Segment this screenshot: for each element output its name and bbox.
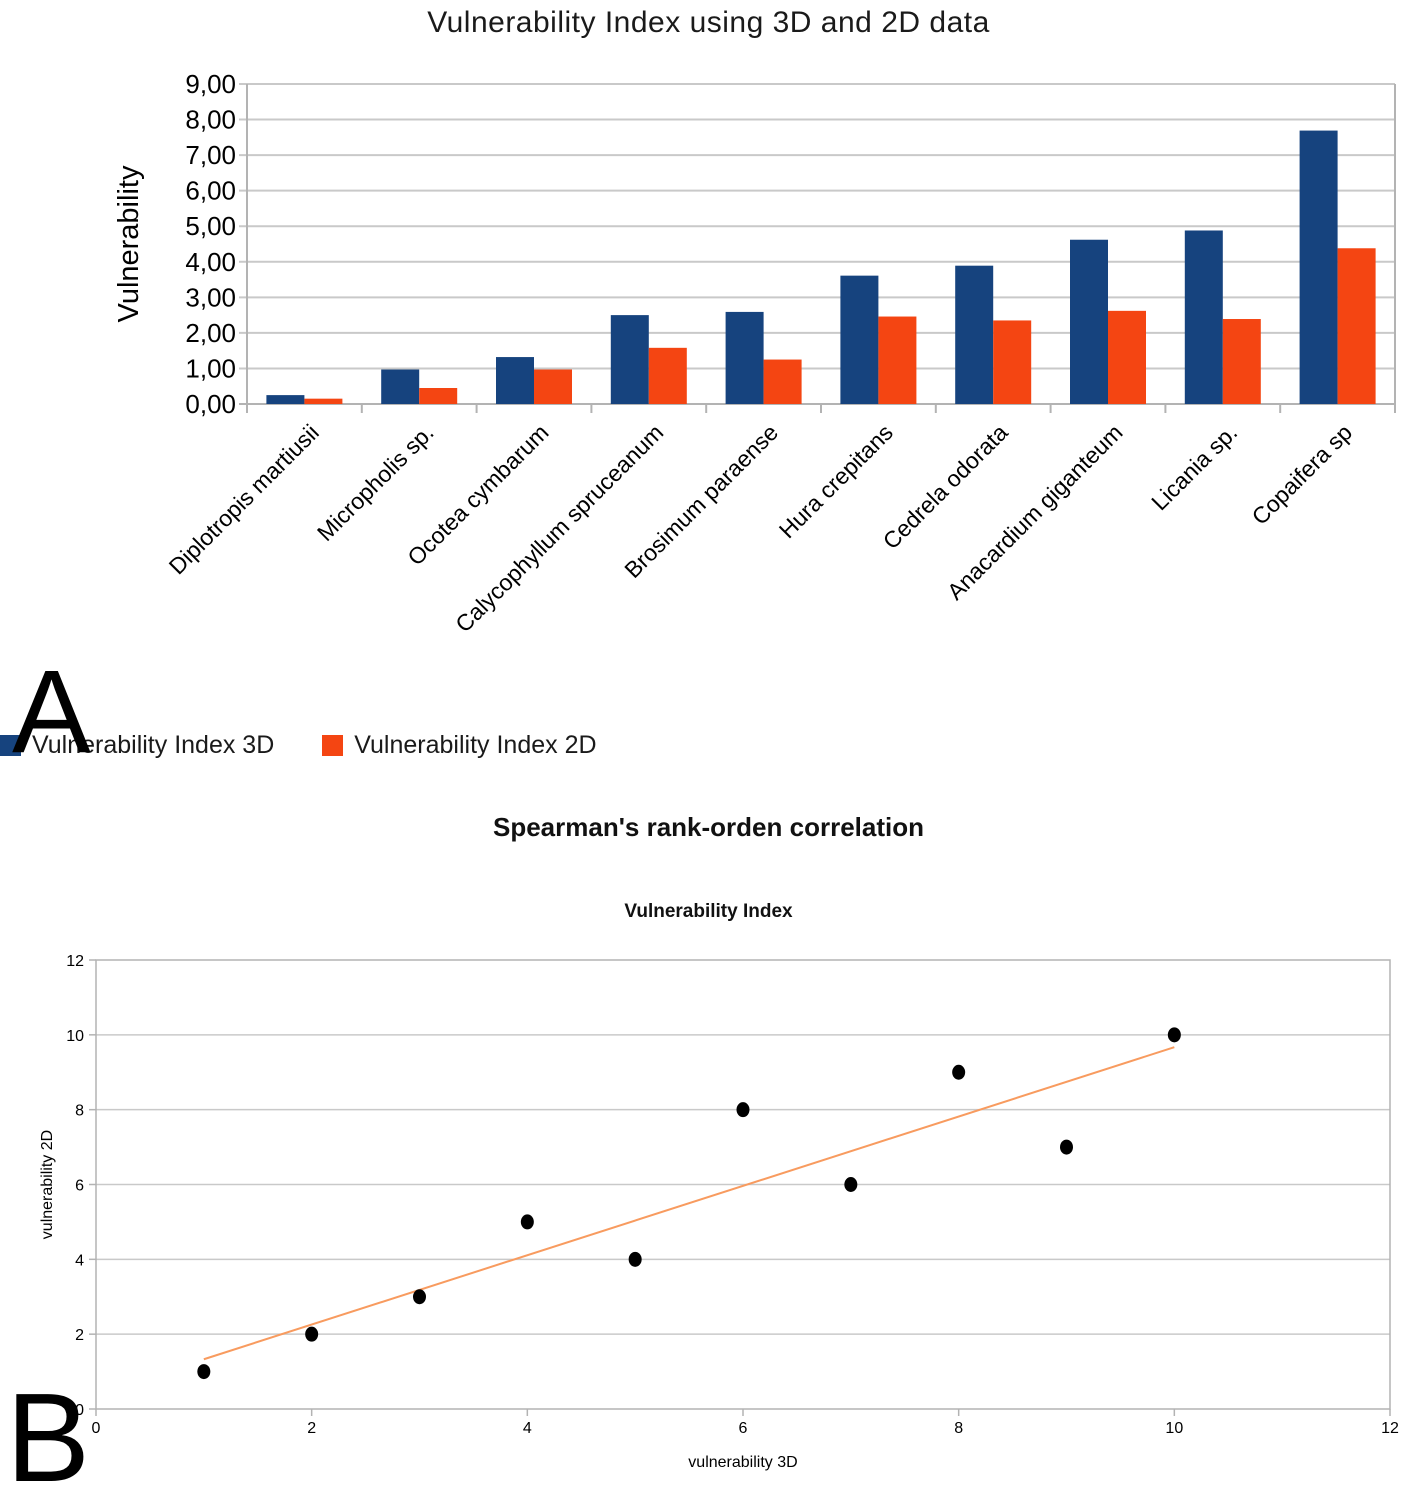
y-axis-title: Vulnerability — [113, 165, 145, 322]
bar — [1184, 230, 1223, 404]
category-label: Micropholis sp. — [312, 419, 439, 546]
bar — [1108, 310, 1146, 404]
panel-a-label: A — [12, 646, 91, 778]
category-label: Licania sp. — [1146, 419, 1242, 515]
y-tick-label: 6,00 — [185, 176, 236, 206]
legend-label-2d: Vulnerability Index 2D — [354, 731, 597, 759]
y-tick-label: 9,00 — [185, 69, 236, 99]
data-point — [844, 1177, 858, 1192]
bar — [419, 388, 458, 404]
bar — [304, 398, 343, 404]
category-label: Copaifera sp — [1247, 419, 1358, 530]
data-point — [952, 1064, 966, 1080]
legend-item-3d: Vulnerability Index 3D — [0, 731, 274, 760]
y-tick-label: 0,00 — [185, 389, 236, 419]
bar — [1222, 319, 1261, 404]
bar — [1337, 248, 1376, 404]
bar — [1070, 239, 1108, 404]
bar-chart-title: Vulnerability Index using 3D and 2D data — [427, 6, 990, 39]
data-point — [305, 1326, 319, 1342]
data-point — [628, 1251, 642, 1267]
data-point — [1167, 1027, 1181, 1043]
y-tick-label: 4 — [75, 1252, 84, 1269]
bar — [725, 311, 764, 404]
category-label: Hura crepitans — [774, 419, 898, 543]
x-axis-title: vulnerability 3D — [688, 1454, 797, 1471]
x-tick-label: 2 — [307, 1420, 316, 1437]
bar — [534, 369, 572, 404]
data-point — [197, 1364, 211, 1380]
bar — [840, 275, 879, 404]
x-tick-label: 0 — [92, 1420, 101, 1437]
bar — [763, 359, 802, 404]
data-point — [736, 1102, 750, 1118]
y-tick-label: 5,00 — [185, 211, 236, 241]
scatter-chart: 0 2 4 6 8 10 12 0 2 4 6 8 10 12 vulnerability 3D vulner… — [39, 953, 1399, 1471]
x-tick-label: 10 — [1165, 1420, 1183, 1437]
y-tick-label: 1,00 — [185, 353, 236, 383]
panel-b-label: B — [6, 1367, 91, 1508]
bar — [648, 347, 687, 404]
y-tick-label: 12 — [66, 953, 84, 970]
bar — [266, 395, 305, 404]
y-tick-label: 7,00 — [185, 140, 236, 170]
y-tick-label: 3,00 — [185, 282, 236, 312]
bar — [993, 320, 1032, 404]
x-tick-label: 6 — [739, 1420, 748, 1437]
y-tick-label: 2,00 — [185, 318, 236, 348]
legend-swatch-3d-icon — [0, 735, 21, 756]
data-point — [1060, 1139, 1073, 1155]
bar — [1299, 130, 1338, 405]
scatter-subtitle: Vulnerability Index — [624, 901, 793, 922]
bar — [610, 315, 649, 404]
bar — [381, 369, 420, 404]
y-tick-label: 4,00 — [185, 247, 236, 277]
data-point — [520, 1214, 534, 1230]
y-tick-label: 6 — [75, 1178, 84, 1195]
category-label: Cedrela odorata — [878, 419, 1013, 554]
y-tick-label: 8,00 — [185, 105, 236, 135]
bar — [496, 357, 534, 404]
legend-item-2d: Vulnerability Index 2D — [322, 731, 597, 760]
data-point — [413, 1289, 426, 1305]
category-label: Diplotropis martiusii — [164, 419, 324, 579]
bar — [955, 265, 994, 404]
category-label: Calycophyllum spruceanum — [450, 419, 668, 637]
y-tick-label: 8 — [75, 1103, 84, 1120]
bar — [878, 316, 917, 404]
bar-chart: 0,00 1,00 2,00 3,00 4,00 5,00 6,00 7,00 8,00 9,00… — [113, 69, 1396, 637]
legend-label-3d: Vulnerability Index 3D — [32, 731, 275, 759]
x-tick-label: 4 — [523, 1420, 532, 1437]
y-tick-label: 10 — [66, 1028, 84, 1045]
x-tick-label: 8 — [954, 1420, 963, 1437]
x-tick-label: 12 — [1381, 1420, 1399, 1437]
legend-swatch-2d-icon — [322, 735, 344, 756]
scatter-title: Spearman's rank-orden correlation — [493, 812, 924, 842]
y-tick-label: 0 — [75, 1402, 84, 1419]
trend-line — [203, 1046, 1175, 1361]
y-tick-label: 2 — [75, 1327, 84, 1344]
y-axis-title: vulnerability 2D — [39, 1130, 56, 1239]
chart-legend: Vulnerability Index 3D Vulnerability Ind… — [0, 731, 597, 760]
